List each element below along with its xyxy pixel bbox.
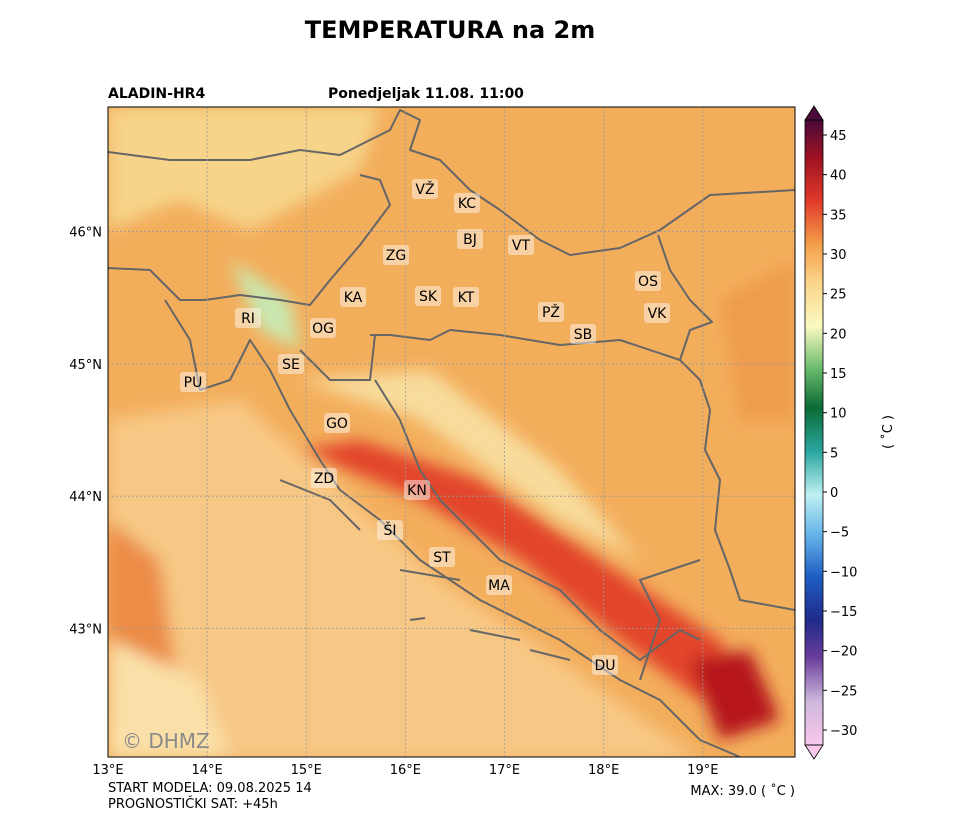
city-label-box	[404, 480, 430, 500]
colorbar-tick-label: 25	[830, 288, 847, 303]
colorbar-tick-label: 35	[830, 208, 847, 223]
colorbar-tick-label: 30	[830, 248, 847, 263]
city-label-box	[635, 271, 661, 291]
colorbar-tick-label: 0	[830, 486, 838, 501]
city-label-box	[415, 286, 441, 306]
watermark: © DHMZ	[122, 729, 210, 753]
colorbar-tick-label: 10	[830, 407, 847, 422]
colorbar-min-extension	[804, 744, 824, 760]
model-start: START MODELA: 09.08.2025 14	[108, 781, 312, 796]
colorbar-label: ( ˚C )	[880, 415, 896, 449]
city-label-box	[592, 655, 618, 675]
city-label: ZG	[386, 248, 406, 264]
city-label: PŽ	[542, 303, 560, 321]
map-frame	[107, 106, 796, 758]
y-tick-label: 45°N	[69, 358, 102, 373]
y-tick-label: 46°N	[69, 225, 102, 240]
city-label: SB	[574, 327, 593, 343]
city-label-box	[570, 324, 596, 344]
x-tick-label: 15°E	[291, 763, 322, 778]
title: TEMPERATURA na 2m	[305, 16, 595, 44]
city-label-box	[453, 287, 479, 307]
city-labels: VŽ KC BJ VT ZG KA SK KT OS PŽ VK SB RI OG SE PU GO ZD KN ŠI…	[180, 179, 670, 675]
colorbar-tick-label: 5	[830, 446, 838, 461]
city-label: ST	[433, 550, 451, 566]
x-tick-label: 13°E	[92, 763, 123, 778]
city-label: OS	[638, 274, 658, 290]
city-label: PU	[184, 375, 203, 391]
city-label: GO	[326, 416, 348, 432]
city-label: ŠI	[383, 521, 396, 539]
city-label: RI	[241, 311, 255, 327]
city-label-box	[377, 520, 403, 540]
colorbar-tick-label: −25	[830, 684, 857, 699]
x-tick-label: 17°E	[489, 763, 520, 778]
city-label: KN	[407, 483, 427, 499]
city-label-box	[486, 575, 512, 595]
city-label: KC	[458, 196, 476, 212]
city-label-box	[457, 229, 483, 249]
city-label-box	[454, 193, 480, 213]
city-label-box	[324, 413, 350, 433]
city-label: SK	[419, 289, 438, 305]
colorbar-tick-label: −20	[830, 645, 857, 660]
colorbar-tick-label: 40	[830, 169, 847, 184]
city-label-box	[508, 235, 534, 255]
city-label: BJ	[463, 232, 477, 248]
x-tick-label: 16°E	[390, 763, 421, 778]
city-label-box	[383, 245, 409, 265]
city-label-box	[538, 302, 564, 322]
x-tick-label: 18°E	[588, 763, 619, 778]
colorbar-tick-label: −30	[830, 724, 857, 739]
colorbar-tick-label: −15	[830, 605, 857, 620]
city-label: KA	[344, 290, 363, 306]
valid-time: Ponedjeljak 11.08. 11:00	[328, 86, 524, 102]
colorbar-tick-label: 45	[830, 129, 847, 144]
y-tick-label: 43°N	[69, 623, 102, 638]
city-label: ZD	[314, 471, 334, 487]
colorbar-max-extension	[804, 105, 824, 121]
x-tick-label: 14°E	[192, 763, 223, 778]
city-label-box	[311, 468, 337, 488]
colorbar-frame	[804, 119, 824, 746]
city-label: VK	[648, 306, 668, 322]
colorbar	[805, 120, 823, 745]
city-label: MA	[488, 578, 510, 594]
city-label: KT	[458, 290, 475, 306]
city-label: VŽ	[415, 180, 434, 198]
y-tick-label: 44°N	[69, 490, 102, 505]
city-label-box	[180, 372, 206, 392]
colorbar-tick-label: −5	[830, 526, 849, 541]
city-label: SE	[282, 357, 300, 373]
map-field	[108, 107, 795, 757]
city-label-box	[429, 547, 455, 567]
colorbar-tick-label: 20	[830, 327, 847, 342]
city-label-box	[310, 318, 336, 338]
max-temperature: MAX: 39.0 ( ˚C )	[690, 783, 795, 799]
model-name: ALADIN-HR4	[108, 86, 205, 102]
city-label: VT	[512, 238, 531, 254]
city-label-box	[644, 303, 670, 323]
forecast-hour: PROGNOSTIČKI SAT: +45h	[108, 796, 278, 812]
city-label-box	[235, 308, 261, 328]
colorbar-tick-label: 15	[830, 367, 847, 382]
city-label-box	[278, 354, 304, 374]
city-label: OG	[312, 321, 334, 337]
graticule: 13°E 14°E 15°E 16°E 17°E 18°E 19°E 43°N 44°N 45°N…	[69, 107, 795, 778]
colorbar-ticks: 45 40 35 30 25 20 15 10 5 0 −5 −10 −15 −20 −25 −30	[823, 129, 857, 739]
city-label-box	[340, 287, 366, 307]
city-label: DU	[594, 658, 615, 674]
city-label-box	[412, 179, 438, 199]
colorbar-tick-label: −10	[830, 565, 857, 580]
x-tick-label: 19°E	[687, 763, 718, 778]
